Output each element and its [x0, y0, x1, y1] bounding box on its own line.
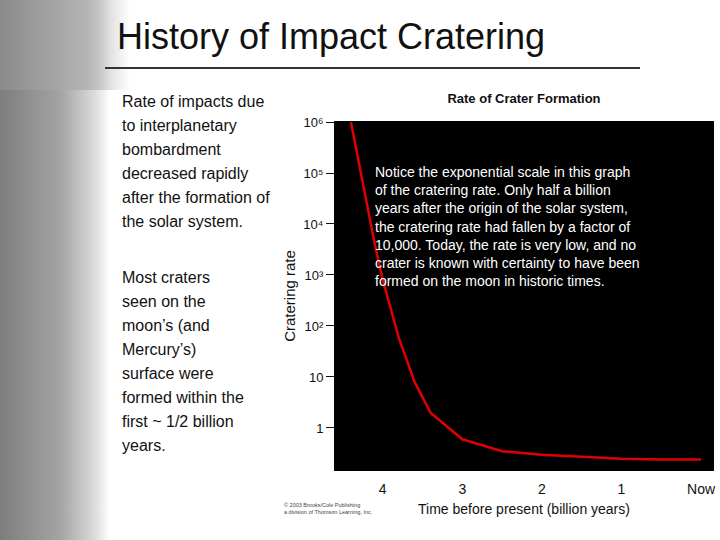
svg-text:10⁵: 10⁵: [304, 166, 324, 181]
svg-text:10: 10: [309, 370, 323, 385]
svg-text:© 2003 Brooks/Cole Publishinga: © 2003 Brooks/Cole Publishinga division …: [284, 502, 373, 515]
svg-text:Time before present (billion y: Time before present (billion years): [418, 501, 630, 517]
svg-text:10⁴: 10⁴: [303, 217, 323, 232]
svg-text:2: 2: [538, 481, 546, 497]
svg-text:4: 4: [379, 481, 387, 497]
svg-text:10²: 10²: [305, 319, 324, 334]
svg-text:1: 1: [618, 481, 626, 497]
svg-text:Notice the exponential scale i: Notice the exponential scale in this gra…: [375, 164, 640, 289]
svg-text:3: 3: [458, 481, 466, 497]
svg-text:1: 1: [316, 421, 323, 436]
svg-text:10⁶: 10⁶: [304, 115, 324, 130]
svg-text:Now: Now: [687, 481, 716, 497]
svg-text:Cratering rate: Cratering rate: [281, 250, 298, 342]
svg-text:Rate of Crater Formation: Rate of Crater Formation: [447, 91, 600, 106]
svg-text:10³: 10³: [305, 268, 324, 283]
